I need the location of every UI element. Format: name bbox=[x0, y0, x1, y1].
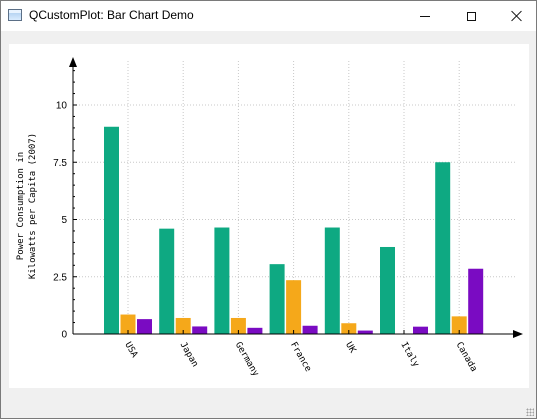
x-tick-label: USA bbox=[122, 341, 139, 361]
maximize-button[interactable] bbox=[448, 1, 494, 31]
bar[interactable] bbox=[302, 325, 318, 334]
x-tick-label: Canada bbox=[454, 341, 479, 374]
y-axis-title: Kilowatts per Capita (2007) bbox=[28, 133, 38, 279]
y-axis-arrow-icon bbox=[69, 57, 77, 67]
y-tick-label: 5 bbox=[61, 215, 67, 226]
x-tick-label: Germany bbox=[233, 341, 261, 379]
resize-grip-icon[interactable] bbox=[526, 408, 534, 416]
bar[interactable] bbox=[175, 317, 191, 334]
bar[interactable] bbox=[269, 264, 285, 334]
x-axis-arrow-icon bbox=[513, 330, 523, 338]
bar[interactable] bbox=[104, 126, 119, 334]
x-tick-label: UK bbox=[343, 341, 357, 356]
bar[interactable] bbox=[247, 327, 263, 334]
bar[interactable] bbox=[413, 326, 428, 334]
bar[interactable] bbox=[451, 316, 467, 334]
minimize-button[interactable] bbox=[402, 1, 448, 31]
x-tick-label: Italy bbox=[398, 341, 420, 370]
bar[interactable] bbox=[120, 314, 136, 334]
bar[interactable] bbox=[435, 162, 451, 334]
y-tick-label: 7.5 bbox=[53, 158, 67, 169]
bar[interactable] bbox=[214, 227, 230, 334]
x-tick-label: France bbox=[288, 341, 313, 374]
bar[interactable] bbox=[230, 317, 246, 334]
bar[interactable] bbox=[357, 330, 373, 334]
y-tick-label: 0 bbox=[61, 330, 67, 341]
y-tick-label: 10 bbox=[56, 101, 68, 112]
bar[interactable] bbox=[137, 319, 152, 334]
bar[interactable] bbox=[192, 326, 208, 334]
window-title: QCustomPlot: Bar Chart Demo bbox=[29, 8, 194, 22]
title-bar[interactable]: QCustomPlot: Bar Chart Demo bbox=[1, 1, 536, 31]
bar[interactable] bbox=[324, 227, 340, 334]
minimize-icon bbox=[420, 15, 430, 17]
y-axis-title: Power Consumption in bbox=[16, 152, 26, 260]
bar[interactable] bbox=[286, 280, 302, 334]
app-window-icon bbox=[8, 9, 22, 21]
x-tick-label: Japan bbox=[178, 341, 200, 369]
bar[interactable] bbox=[159, 228, 175, 334]
bar[interactable] bbox=[341, 323, 357, 334]
bar[interactable] bbox=[468, 268, 484, 334]
bar[interactable] bbox=[380, 246, 395, 334]
y-tick-label: 2.5 bbox=[53, 272, 67, 283]
maximize-icon bbox=[466, 11, 476, 21]
